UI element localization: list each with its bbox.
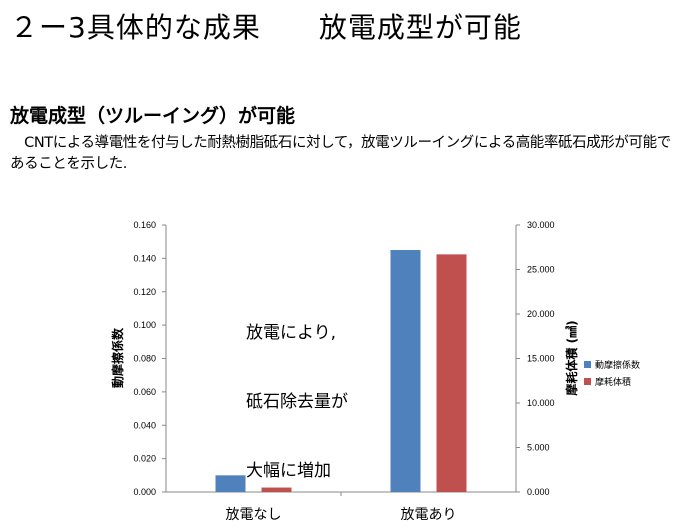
y-left-tick-label: 0.100 xyxy=(133,320,156,330)
y-right-tick-label: 15.000 xyxy=(527,354,555,364)
body-text: CNTによる導電性を付与した耐熱樹脂砥石に対して，放電ツルーイングによる高能率砥… xyxy=(10,135,671,172)
y-left-tick-label: 0.140 xyxy=(133,253,156,263)
bar-wear-1 xyxy=(436,254,467,492)
y-left-tick-label: 0.060 xyxy=(133,387,156,397)
y-right-tick-label: 10.000 xyxy=(527,398,555,408)
y-right-tick-label: 5.000 xyxy=(527,443,550,453)
y-left-axis-title: 動摩擦係数 xyxy=(110,327,125,388)
legend-label: 動摩擦係数 xyxy=(595,359,640,371)
y-right-axis-title: 摩耗体積 (㎣) xyxy=(564,320,579,395)
y-right-tick-label: 30.000 xyxy=(527,220,555,230)
annotation-line-1: 放電により, xyxy=(246,323,337,343)
y-right-tick-label: 20.000 xyxy=(527,309,555,319)
x-category-label: 放電なし xyxy=(226,507,282,523)
section-title: 放電成型（ツルーイング）が可能 xyxy=(10,105,296,127)
y-left-tick-label: 0.160 xyxy=(133,220,156,230)
y-left-tick-label: 0.040 xyxy=(133,420,156,430)
legend-swatch xyxy=(584,361,591,368)
x-category-label: 放電あり xyxy=(401,507,457,523)
y-right-tick-label: 0.000 xyxy=(527,487,550,497)
bar-wear-0 xyxy=(261,487,292,492)
y-left-tick-label: 0.020 xyxy=(133,454,156,464)
legend-swatch xyxy=(584,378,591,385)
bar-friction-1 xyxy=(390,250,421,492)
annotation-line-3: 大幅に増加 xyxy=(246,461,331,481)
y-left-tick-label: 0.120 xyxy=(133,287,156,297)
y-right-tick-label: 25.000 xyxy=(527,265,555,275)
chart-annotation: 放電により, 砥石除去量が 大幅に増加 xyxy=(246,276,348,506)
bar-friction-0 xyxy=(215,475,246,492)
y-left-tick-label: 0.000 xyxy=(133,487,156,497)
annotation-line-2: 砥石除去量が xyxy=(246,392,348,412)
legend-label: 摩耗体積 xyxy=(595,376,631,388)
slide-title: ２ー3具体的な成果 放電成型が可能 xyxy=(10,11,522,44)
y-left-tick-label: 0.080 xyxy=(133,354,156,364)
